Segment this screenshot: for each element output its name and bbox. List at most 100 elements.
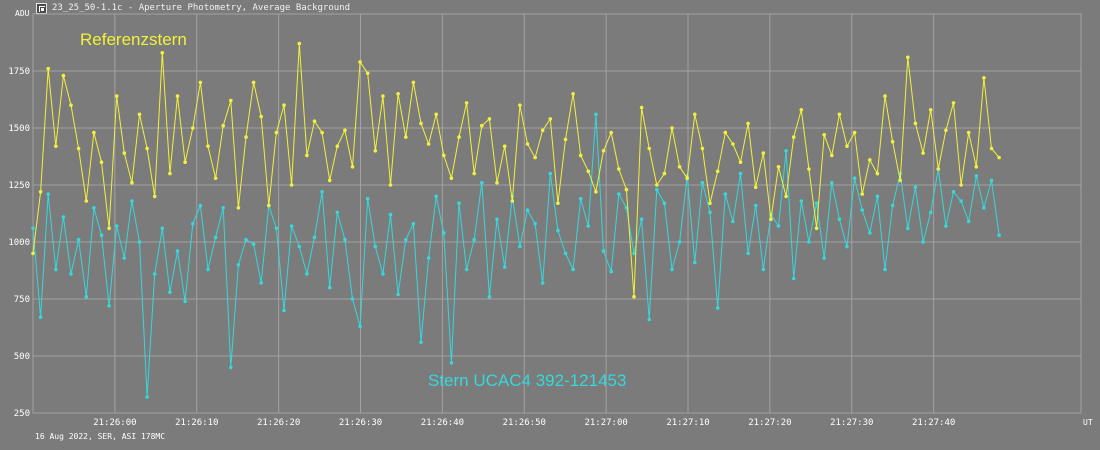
data-point-target[interactable] (723, 192, 728, 196)
data-point-target[interactable] (799, 199, 804, 203)
data-point-reference[interactable] (951, 101, 956, 105)
data-point-target[interactable] (502, 265, 507, 269)
data-point-reference[interactable] (114, 94, 119, 98)
data-point-target[interactable] (69, 272, 73, 276)
data-point-reference[interactable] (396, 92, 400, 96)
data-point-target[interactable] (617, 192, 621, 196)
data-point-reference[interactable] (457, 135, 461, 139)
data-point-reference[interactable] (31, 251, 35, 256)
data-point-reference[interactable] (107, 226, 111, 231)
data-point-target[interactable] (525, 208, 530, 212)
data-point-reference[interactable] (898, 178, 902, 183)
data-point-target[interactable] (449, 361, 454, 365)
data-point-target[interactable] (822, 256, 826, 260)
data-point-reference[interactable] (480, 123, 484, 128)
data-point-target[interactable] (229, 365, 233, 370)
data-point-target[interactable] (442, 231, 446, 235)
data-point-reference[interactable] (61, 73, 66, 78)
data-point-target[interactable] (289, 224, 294, 228)
data-point-reference[interactable] (738, 160, 743, 164)
data-point-reference[interactable] (982, 76, 986, 80)
data-point-reference[interactable] (883, 94, 887, 98)
data-point-reference[interactable] (282, 103, 286, 107)
data-point-reference[interactable] (510, 199, 515, 203)
data-point-reference[interactable] (769, 217, 773, 221)
data-point-target[interactable] (168, 290, 172, 295)
data-point-reference[interactable] (350, 165, 355, 169)
data-point-target[interactable] (982, 206, 986, 210)
data-point-reference[interactable] (487, 117, 492, 121)
data-point-reference[interactable] (388, 183, 393, 187)
data-point-target[interactable] (487, 294, 492, 299)
data-point-target[interactable] (807, 240, 811, 244)
data-point-reference[interactable] (693, 112, 697, 117)
data-point-reference[interactable] (845, 144, 849, 148)
data-point-target[interactable] (586, 224, 591, 228)
data-point-reference[interactable] (761, 151, 766, 155)
data-point-reference[interactable] (799, 108, 804, 112)
data-point-target[interactable] (989, 178, 994, 183)
data-point-target[interactable] (883, 267, 887, 272)
data-point-reference[interactable] (411, 80, 416, 85)
data-point-reference[interactable] (335, 144, 340, 148)
data-point-target[interactable] (183, 299, 187, 304)
data-point-reference[interactable] (921, 151, 925, 155)
data-point-target[interactable] (312, 235, 317, 240)
data-point-target[interactable] (708, 210, 712, 215)
data-point-reference[interactable] (852, 130, 857, 135)
data-point-reference[interactable] (365, 71, 370, 76)
data-point-target[interactable] (335, 210, 340, 215)
data-point-reference[interactable] (92, 130, 96, 135)
data-point-reference[interactable] (343, 128, 347, 133)
data-point-target[interactable] (388, 212, 393, 217)
data-point-reference[interactable] (670, 126, 674, 130)
data-point-target[interactable] (693, 260, 697, 265)
data-point-target[interactable] (928, 210, 933, 215)
data-point-target[interactable] (282, 308, 286, 313)
data-point-target[interactable] (791, 276, 796, 281)
data-point-target[interactable] (99, 233, 104, 237)
data-point-target[interactable] (472, 237, 477, 242)
data-point-reference[interactable] (731, 142, 735, 146)
data-point-reference[interactable] (639, 105, 644, 110)
data-point-reference[interactable] (791, 135, 796, 139)
data-point-reference[interactable] (472, 171, 477, 176)
data-point-reference[interactable] (966, 130, 971, 135)
data-point-reference[interactable] (236, 206, 241, 210)
data-point-target[interactable] (76, 237, 81, 242)
data-point-reference[interactable] (305, 153, 309, 158)
data-point-target[interactable] (236, 263, 241, 267)
data-point-reference[interactable] (495, 180, 499, 185)
data-point-target[interactable] (46, 192, 50, 196)
data-point-reference[interactable] (556, 201, 560, 205)
data-point-reference[interactable] (69, 103, 73, 107)
data-point-target[interactable] (419, 340, 423, 345)
data-point-reference[interactable] (913, 121, 918, 126)
data-point-target[interactable] (753, 203, 758, 208)
data-point-target[interactable] (213, 235, 218, 240)
data-point-reference[interactable] (434, 112, 439, 117)
data-point-reference[interactable] (586, 169, 591, 174)
data-point-reference[interactable] (563, 137, 568, 142)
data-point-target[interactable] (297, 244, 302, 249)
data-point-target[interactable] (609, 269, 613, 274)
data-point-reference[interactable] (997, 155, 1001, 160)
data-point-target[interactable] (434, 194, 439, 199)
data-point-target[interactable] (738, 171, 743, 176)
data-point-reference[interactable] (647, 146, 651, 151)
data-point-target[interactable] (594, 112, 598, 117)
data-point-target[interactable] (54, 267, 58, 272)
data-point-reference[interactable] (327, 178, 332, 183)
data-point-reference[interactable] (609, 130, 613, 135)
data-point-reference[interactable] (191, 126, 195, 130)
data-point-reference[interactable] (533, 155, 537, 160)
data-point-target[interactable] (343, 237, 347, 242)
data-point-target[interactable] (175, 249, 180, 253)
data-point-reference[interactable] (715, 169, 720, 174)
data-point-target[interactable] (578, 196, 583, 201)
data-point-target[interactable] (61, 215, 66, 219)
data-point-target[interactable] (974, 174, 979, 178)
data-point-reference[interactable] (814, 226, 819, 231)
data-point-reference[interactable] (578, 153, 583, 158)
data-point-reference[interactable] (442, 153, 446, 158)
